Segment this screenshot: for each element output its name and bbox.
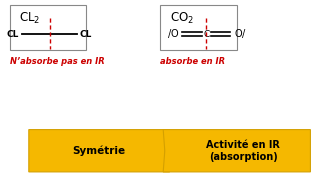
Text: CO$_2$: CO$_2$: [170, 11, 194, 26]
Polygon shape: [29, 130, 170, 172]
FancyBboxPatch shape: [160, 5, 237, 50]
Text: N’absorbe pas en IR: N’absorbe pas en IR: [10, 57, 104, 66]
Text: CL$_2$: CL$_2$: [19, 11, 41, 26]
Text: $\it{/}$O: $\it{/}$O: [167, 27, 179, 40]
Text: O$\it{/}$: O$\it{/}$: [234, 27, 246, 40]
Text: Symétrie: Symétrie: [73, 145, 126, 156]
Text: absorbe en IR: absorbe en IR: [160, 57, 225, 66]
Text: CL: CL: [7, 30, 19, 39]
Text: CL: CL: [80, 30, 92, 39]
Polygon shape: [163, 130, 310, 172]
Text: Activité en IR
(absorption): Activité en IR (absorption): [206, 140, 280, 162]
FancyBboxPatch shape: [10, 5, 86, 50]
Text: C: C: [203, 30, 210, 39]
